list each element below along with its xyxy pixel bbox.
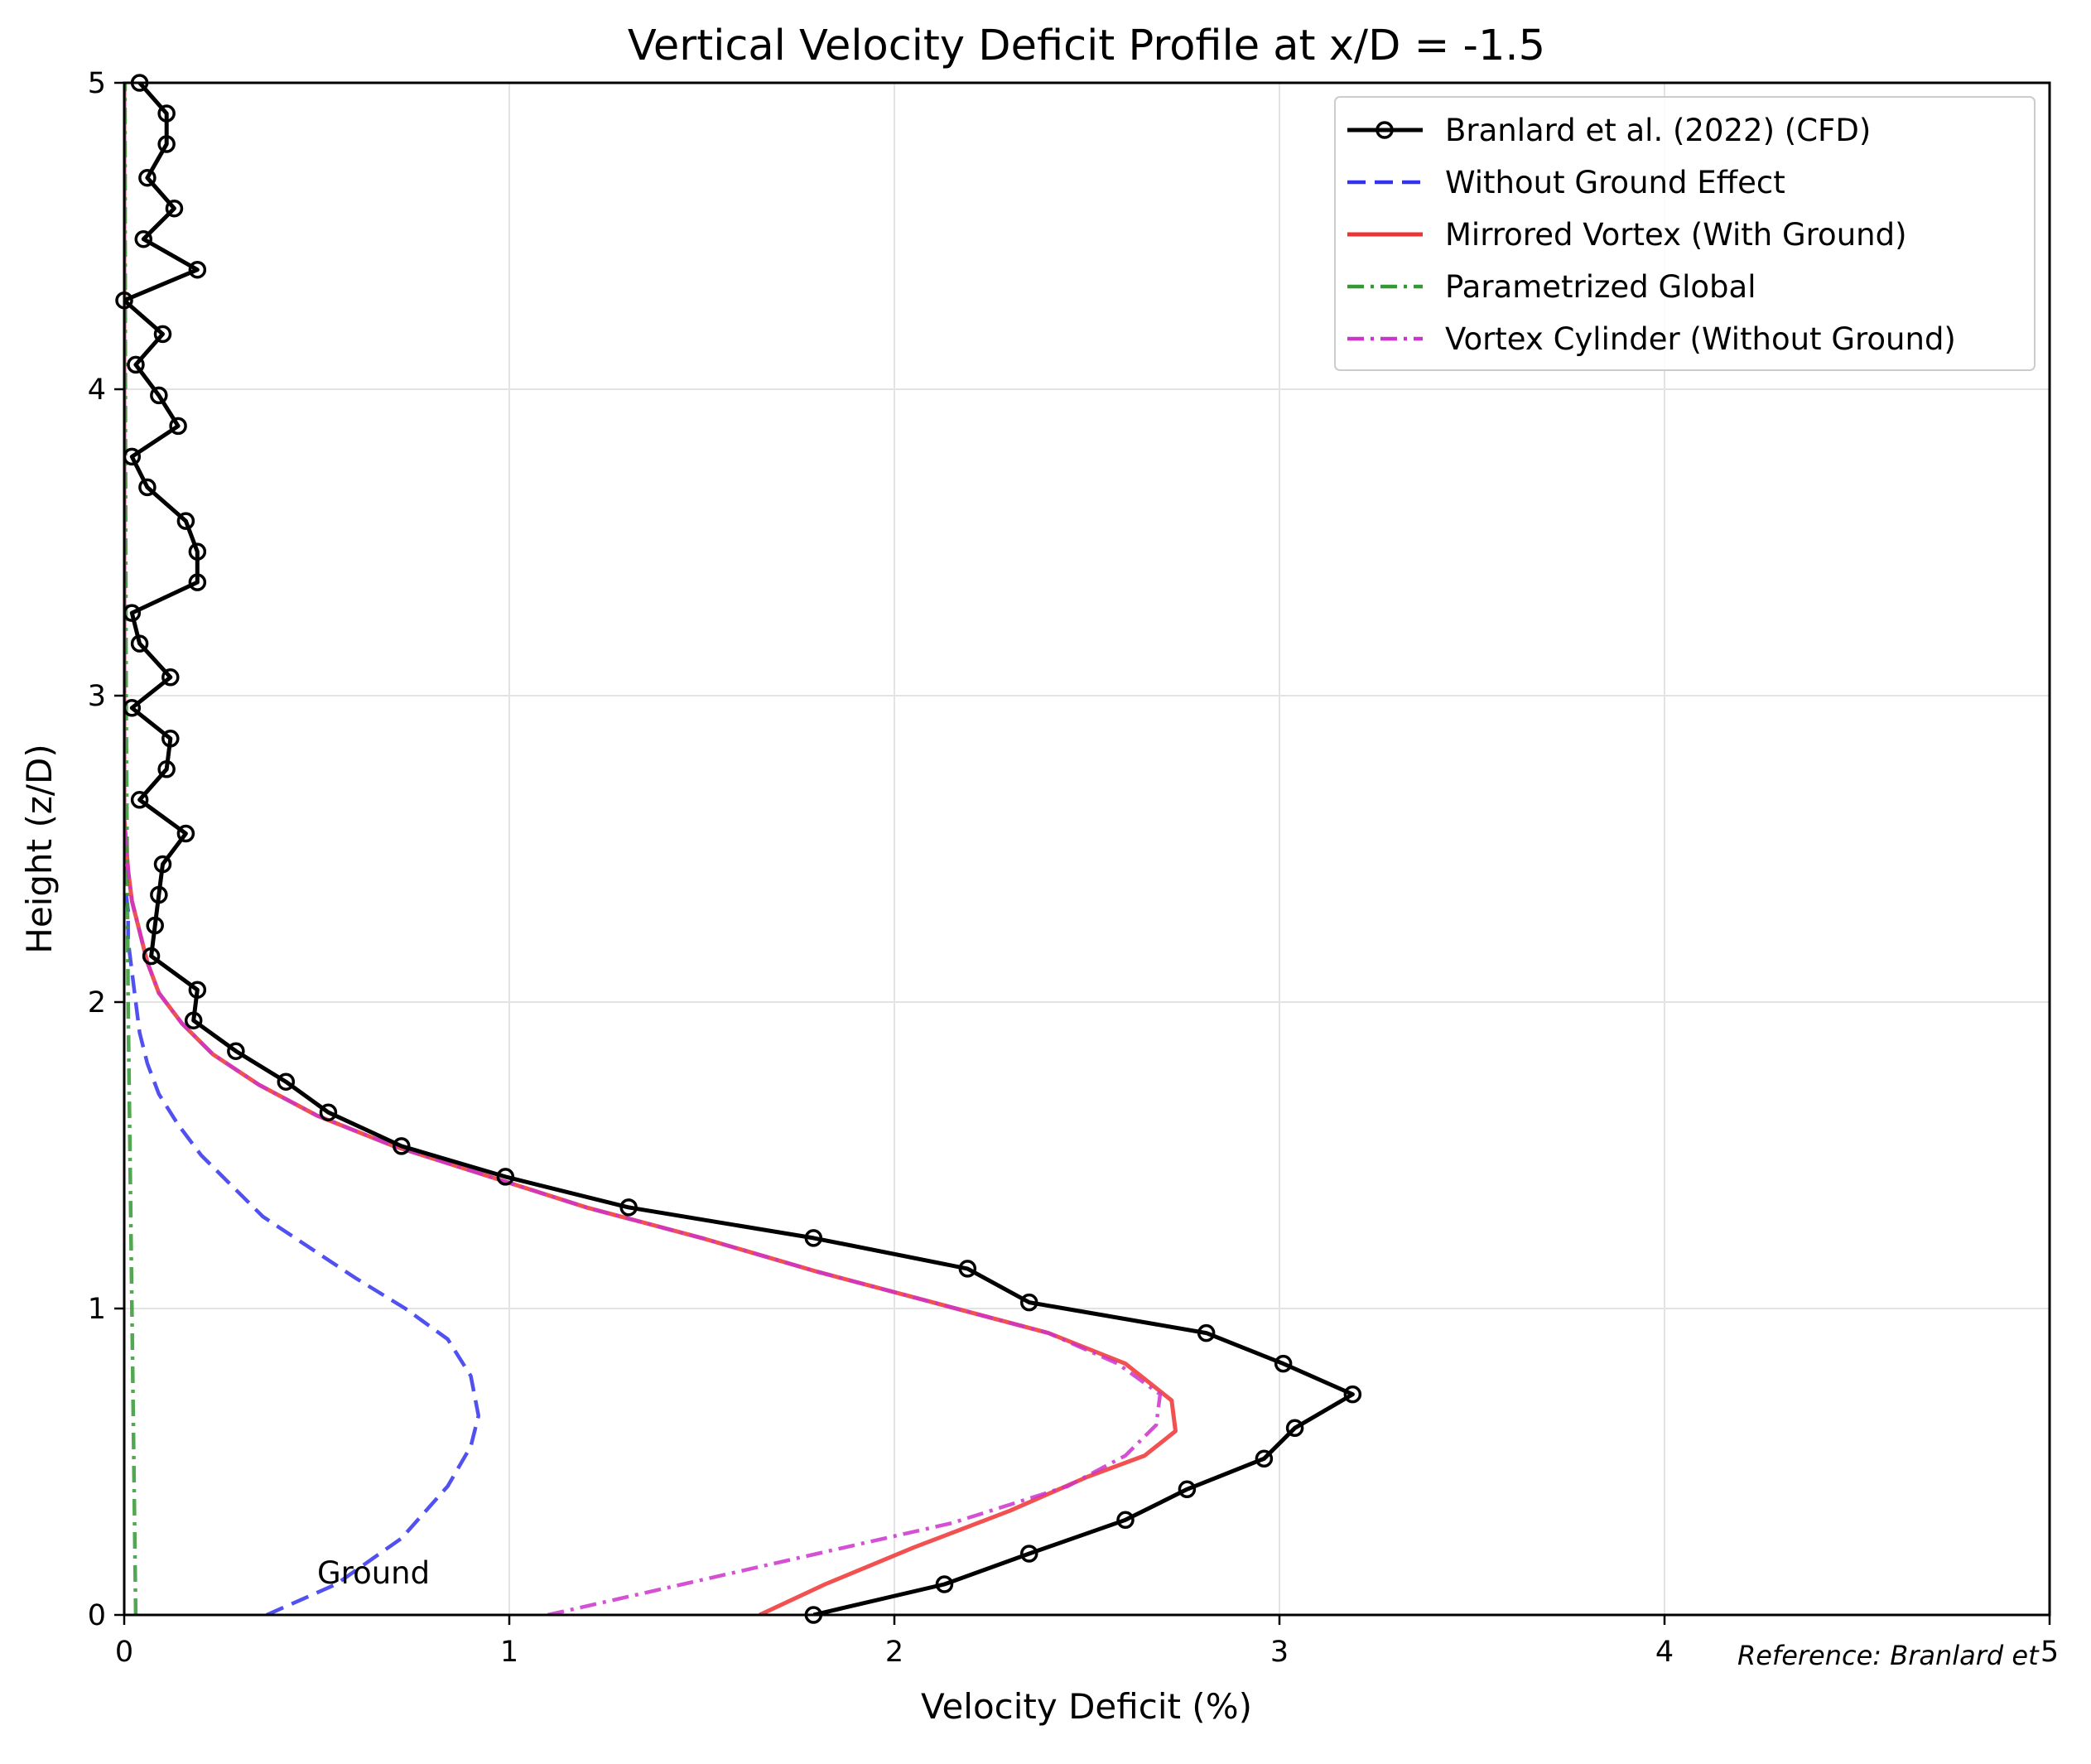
plot-area xyxy=(115,74,1362,1624)
chart-title: Vertical Velocity Deficit Profile at x/D… xyxy=(628,22,1545,70)
cfd-data-point xyxy=(157,104,176,123)
cfd-data-point xyxy=(161,730,180,748)
cfd-data-point xyxy=(153,325,172,344)
cfd-data-point xyxy=(1274,1354,1293,1373)
cfd-data-point xyxy=(176,824,195,843)
cfd-data-point xyxy=(496,1168,515,1186)
x-tick-label: 3 xyxy=(1270,1636,1289,1669)
cfd-data-point xyxy=(176,512,195,530)
cfd-data-point xyxy=(188,542,207,561)
x-tick-label: 2 xyxy=(885,1636,903,1669)
cfd-data-point xyxy=(150,885,168,904)
x-tick-label: 5 xyxy=(2040,1636,2059,1669)
cfd-data-point xyxy=(134,229,152,248)
cfd-data-point xyxy=(138,478,157,497)
cfd-data-point xyxy=(169,417,187,436)
cfd-data-point xyxy=(157,760,176,778)
cfd-data-point xyxy=(1020,1545,1038,1563)
y-axis-label: Height (z/D) xyxy=(19,744,60,954)
grid xyxy=(123,82,2050,1616)
cfd-data-point xyxy=(227,1042,245,1060)
cfd-data-point xyxy=(1285,1419,1304,1438)
series-line-3 xyxy=(124,83,138,1615)
legend-box xyxy=(1334,96,2036,371)
cfd-data-point xyxy=(1020,1293,1038,1312)
cfd-data-point xyxy=(184,1011,203,1029)
cfd-data-point xyxy=(1255,1449,1274,1468)
x-tick-label: 0 xyxy=(115,1636,133,1669)
y-tick-label: 1 xyxy=(88,1293,106,1326)
cfd-data-point xyxy=(935,1575,954,1593)
series-line-1 xyxy=(124,83,481,1615)
x-tick-label: 4 xyxy=(1655,1636,1674,1669)
cfd-data-point xyxy=(146,916,164,935)
cfd-data-point xyxy=(319,1103,338,1121)
cfd-data-point xyxy=(130,634,149,653)
y-tick-label: 4 xyxy=(88,374,106,407)
legend-label-1: Without Ground Effect xyxy=(1445,165,1785,200)
marker-layer xyxy=(115,74,1362,1624)
cfd-data-point xyxy=(804,1229,823,1247)
legend-marker xyxy=(1376,121,1394,139)
cfd-data-point xyxy=(958,1260,977,1278)
cfd-data-point xyxy=(619,1198,638,1217)
x-axis-label: Velocity Deficit (%) xyxy=(921,1686,1252,1727)
cfd-data-point xyxy=(277,1072,296,1091)
cfd-data-point xyxy=(150,386,168,405)
legend: Branlard et al. (2022) (CFD) Without Grou… xyxy=(1334,96,2036,371)
cfd-data-point xyxy=(1178,1480,1197,1499)
cfd-data-point xyxy=(1197,1323,1216,1342)
y-tick-label: 3 xyxy=(88,680,106,713)
cfd-data-point xyxy=(165,199,184,218)
axes-frame xyxy=(123,81,2051,1617)
cfd-data-point xyxy=(138,168,157,187)
cfd-data-point xyxy=(188,981,207,999)
cfd-data-point xyxy=(142,947,161,966)
legend-label-2: Mirrored Vortex (With Ground) xyxy=(1445,217,1907,253)
legend-label-3: Parametrized Global xyxy=(1445,269,1756,305)
cfd-data-point xyxy=(153,855,172,874)
cfd-data-point xyxy=(1116,1511,1135,1530)
ground-annotation: Ground xyxy=(317,1555,430,1591)
cfd-data-point xyxy=(127,355,145,374)
cfd-data-point xyxy=(161,668,180,687)
cfd-data-point xyxy=(130,791,149,809)
y-tick-label: 5 xyxy=(88,67,106,100)
cfd-data-point xyxy=(1343,1385,1362,1404)
reference-note: Reference: Branlard et xyxy=(1737,1640,2040,1671)
legend-label-4: Vortex Cylinder (Without Ground) xyxy=(1445,321,1956,357)
series-line-4 xyxy=(124,83,1163,1615)
y-tick-label: 2 xyxy=(88,986,106,1019)
y-tick-label: 0 xyxy=(88,1599,106,1632)
cfd-data-point xyxy=(393,1137,411,1155)
ticks: 0 1 2 3 4 5 0 1 2 3 4 5 xyxy=(88,67,2059,1669)
x-tick-label: 1 xyxy=(500,1636,518,1669)
cfd-data-point xyxy=(188,260,207,279)
cfd-data-point xyxy=(157,135,176,153)
cfd-data-point xyxy=(188,573,207,591)
legend-label-0: Branlard et al. (2022) (CFD) xyxy=(1445,113,1871,148)
